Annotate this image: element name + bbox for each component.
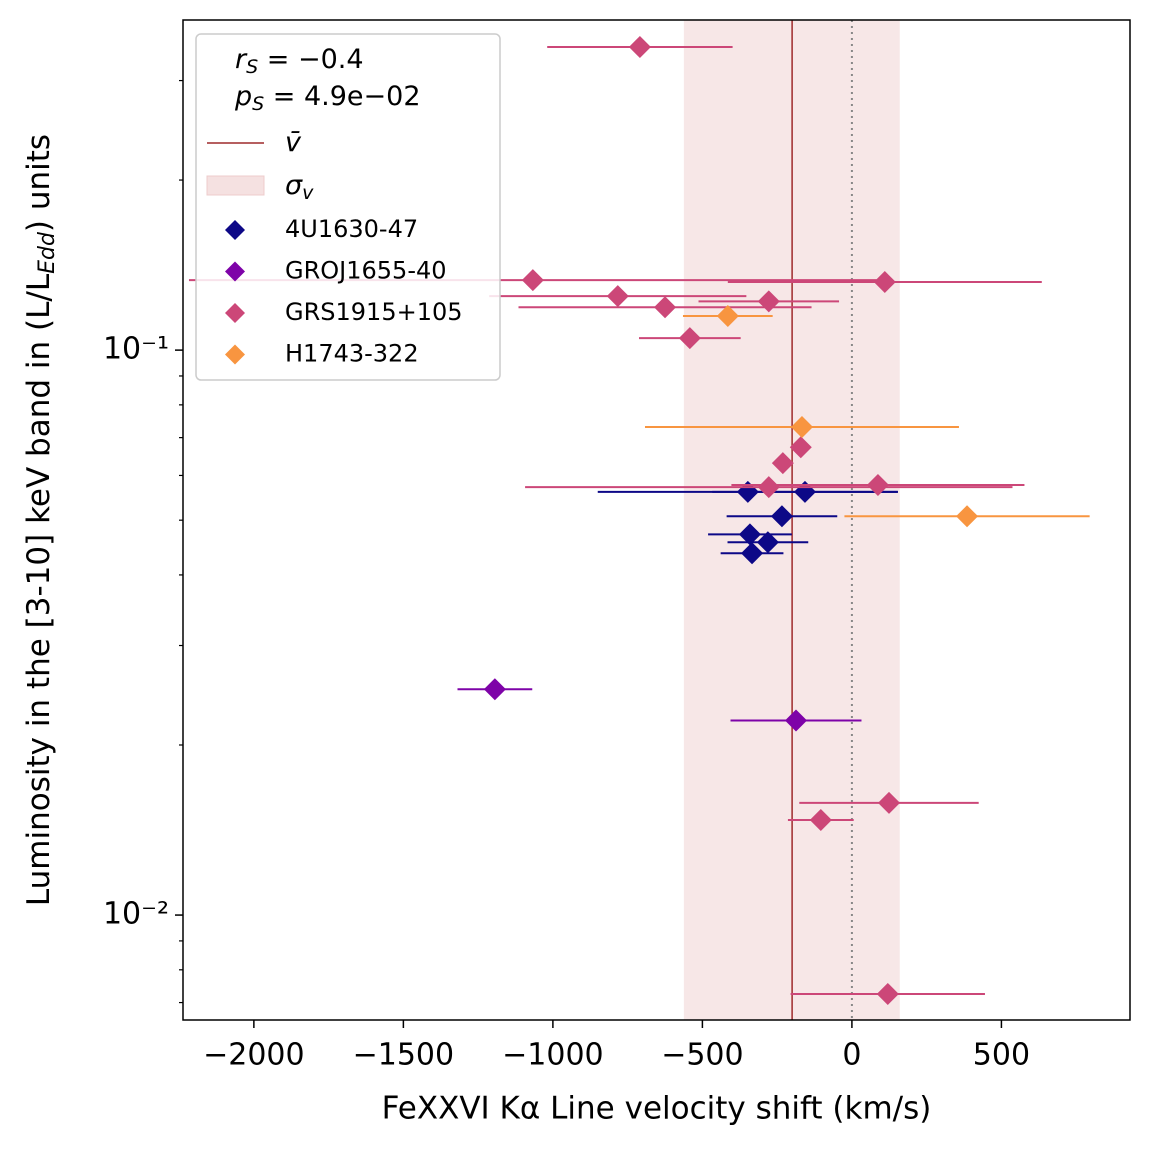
point (873, 270, 896, 293)
legend-band-label-base: σ (285, 170, 303, 201)
point (757, 290, 780, 313)
point (756, 531, 779, 554)
legend-label: 4U1630-47 (285, 215, 418, 243)
x-tick-label: 500 (973, 1038, 1030, 1073)
annotation-base: r (235, 44, 248, 75)
point (877, 791, 900, 814)
annotation-sub: S (246, 56, 258, 78)
legend-mean-label: v̄ (285, 127, 302, 158)
x-tick-label: −1500 (353, 1038, 454, 1073)
x-tick-label: −500 (661, 1038, 743, 1073)
annotation-text: = 4.9e−02 (264, 81, 420, 112)
legend-marker (225, 220, 245, 240)
point (956, 505, 979, 528)
legend-label: GROJ1655-40 (285, 257, 447, 285)
point (771, 452, 794, 475)
y-label-tail: ) units (21, 134, 57, 232)
point (757, 476, 780, 499)
legend-label: GRS1915+105 (285, 298, 463, 326)
legend-marker (225, 344, 245, 365)
point (678, 327, 701, 350)
point (790, 415, 813, 438)
x-tick-label: 0 (842, 1038, 861, 1073)
point (716, 305, 739, 328)
legend-marker (225, 303, 245, 323)
x-tick-label: −1000 (502, 1038, 603, 1073)
annotation-base: p (234, 81, 252, 112)
plot-points (188, 35, 1090, 1005)
annotation: rS = −0.4 (235, 44, 364, 78)
x-axis-label: FeXXVI Kα Line velocity shift (km/s) (382, 1091, 932, 1127)
legend-box (195, 33, 501, 381)
y-axis-label: Luminosity in the [3-10] keV band in (L/… (21, 134, 61, 906)
point (628, 35, 651, 58)
point (741, 542, 764, 565)
point (809, 809, 832, 832)
y-label-sub: Edd (35, 231, 60, 274)
annotation-sub: S (252, 93, 264, 115)
point (738, 523, 761, 546)
legend-band-patch (206, 175, 265, 196)
legend-band-label-sub: v (302, 182, 314, 204)
point (483, 678, 506, 701)
point (866, 474, 889, 497)
legend-band-label: σv (285, 170, 314, 204)
legend-mean-label-base: v̄ (285, 127, 302, 158)
point (521, 269, 544, 292)
x-tick-label: −2000 (203, 1038, 304, 1073)
y-label-text: Luminosity in the [3-10] keV band in (L/… (21, 273, 57, 906)
y-tick-label: 10⁻¹ (103, 332, 169, 367)
point (606, 285, 629, 308)
point (770, 505, 793, 528)
point (789, 436, 812, 459)
point (784, 709, 807, 732)
annotation: pS = 4.9e−02 (234, 81, 421, 115)
annotation-text: = −0.4 (258, 44, 363, 75)
point (876, 982, 899, 1005)
y-tick-label: 10⁻² (103, 897, 169, 932)
point (654, 296, 677, 319)
legend-marker (225, 261, 245, 282)
legend-label: H1743-322 (285, 340, 419, 368)
